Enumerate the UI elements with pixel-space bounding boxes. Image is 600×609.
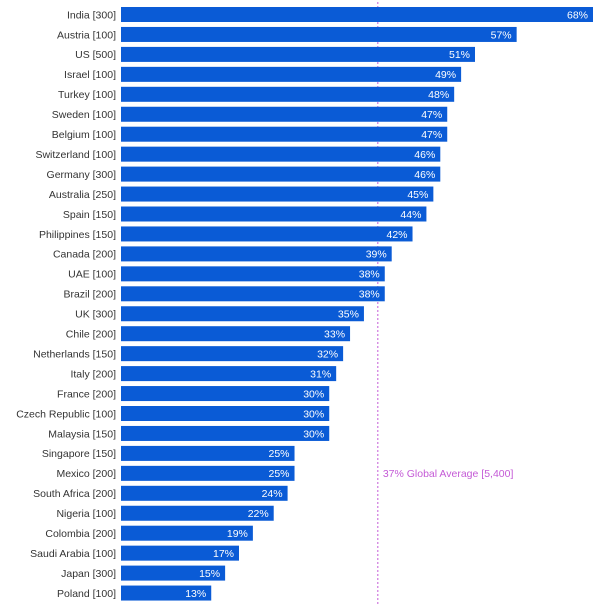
value-label: 46% — [414, 169, 435, 181]
value-label: 45% — [407, 189, 428, 201]
category-label: Poland [100] — [57, 588, 116, 600]
value-label: 44% — [400, 209, 421, 221]
category-label: France [200] — [57, 388, 116, 400]
category-label: Switzerland [100] — [35, 149, 116, 161]
bar — [121, 146, 441, 162]
category-label: South Africa [200] — [33, 488, 116, 500]
bar — [121, 366, 337, 382]
category-label: Austria [100] — [57, 29, 116, 41]
bar — [121, 7, 593, 22]
bar — [121, 545, 239, 561]
value-label: 35% — [338, 309, 359, 321]
category-label: Japan [300] — [61, 568, 116, 580]
category-label: Italy [200] — [70, 368, 116, 380]
category-label: Canada [200] — [53, 249, 116, 261]
bar — [121, 386, 330, 402]
category-label: Spain [150] — [63, 209, 116, 221]
bar — [121, 525, 253, 541]
value-label: 22% — [248, 508, 269, 520]
category-label: Saudi Arabia [100] — [30, 548, 116, 560]
value-label: 17% — [213, 548, 234, 560]
category-label: Philippines [150] — [39, 229, 116, 241]
value-label: 19% — [227, 528, 248, 540]
value-label: 68% — [567, 9, 588, 21]
global-average-label: 37% Global Average [5,400] — [383, 468, 514, 480]
bar — [121, 585, 212, 601]
category-label: Colombia [200] — [45, 528, 116, 540]
bar — [121, 505, 274, 521]
category-label: Nigeria [100] — [56, 508, 116, 520]
category-label: Malaysia [150] — [48, 428, 116, 440]
bar — [121, 326, 351, 342]
category-label: Turkey [100] — [58, 89, 116, 101]
value-label: 33% — [324, 329, 345, 341]
bar — [121, 306, 364, 322]
category-label: Germany [300] — [47, 169, 117, 181]
bar — [121, 445, 295, 461]
category-label: Brazil [200] — [63, 289, 116, 301]
value-label: 30% — [303, 408, 324, 420]
category-label: US [500] — [75, 49, 116, 61]
category-label: Chile [200] — [66, 329, 116, 341]
bar — [121, 266, 385, 282]
value-label: 32% — [317, 348, 338, 360]
value-label: 13% — [185, 588, 206, 600]
bar — [121, 346, 344, 362]
bar — [121, 406, 330, 421]
value-label: 25% — [269, 448, 290, 460]
bar — [121, 86, 455, 102]
value-label: 49% — [435, 69, 456, 81]
value-label: 47% — [421, 109, 442, 121]
value-label: 30% — [303, 388, 324, 400]
value-label: 57% — [491, 29, 512, 41]
category-label: Belgium [100] — [52, 129, 116, 141]
category-label: Mexico [200] — [56, 468, 116, 480]
category-label: UK [300] — [75, 309, 116, 321]
bar — [121, 106, 448, 122]
value-label: 47% — [421, 129, 442, 141]
value-label: 24% — [262, 488, 283, 500]
category-label: UAE [100] — [68, 269, 116, 281]
category-label: Czech Republic [100] — [16, 408, 116, 420]
bar — [121, 46, 475, 62]
value-label: 38% — [359, 289, 380, 301]
bar — [121, 565, 226, 581]
value-label: 31% — [310, 368, 331, 380]
bar — [121, 226, 413, 242]
category-label: Singapore [150] — [42, 448, 116, 460]
value-label: 30% — [303, 428, 324, 440]
bar — [121, 206, 427, 222]
bar — [121, 66, 462, 82]
value-label: 25% — [269, 468, 290, 480]
category-label: Sweden [100] — [52, 109, 116, 121]
category-label: Netherlands [150] — [33, 348, 116, 360]
bar — [121, 186, 434, 202]
value-label: 51% — [449, 49, 470, 61]
bar — [121, 126, 448, 142]
bar — [121, 485, 288, 501]
value-label: 42% — [387, 229, 408, 241]
bar — [121, 286, 385, 302]
bar — [121, 465, 295, 481]
category-label: Israel [100] — [64, 69, 116, 81]
bar — [121, 166, 441, 182]
value-label: 15% — [199, 568, 220, 580]
value-label: 39% — [366, 249, 387, 261]
value-label: 48% — [428, 89, 449, 101]
bar — [121, 246, 392, 262]
value-label: 46% — [414, 149, 435, 161]
bar — [121, 26, 517, 42]
bar — [121, 425, 330, 441]
category-label: India [300] — [67, 9, 116, 21]
category-label: Australia [250] — [49, 189, 116, 201]
value-label: 38% — [359, 269, 380, 281]
